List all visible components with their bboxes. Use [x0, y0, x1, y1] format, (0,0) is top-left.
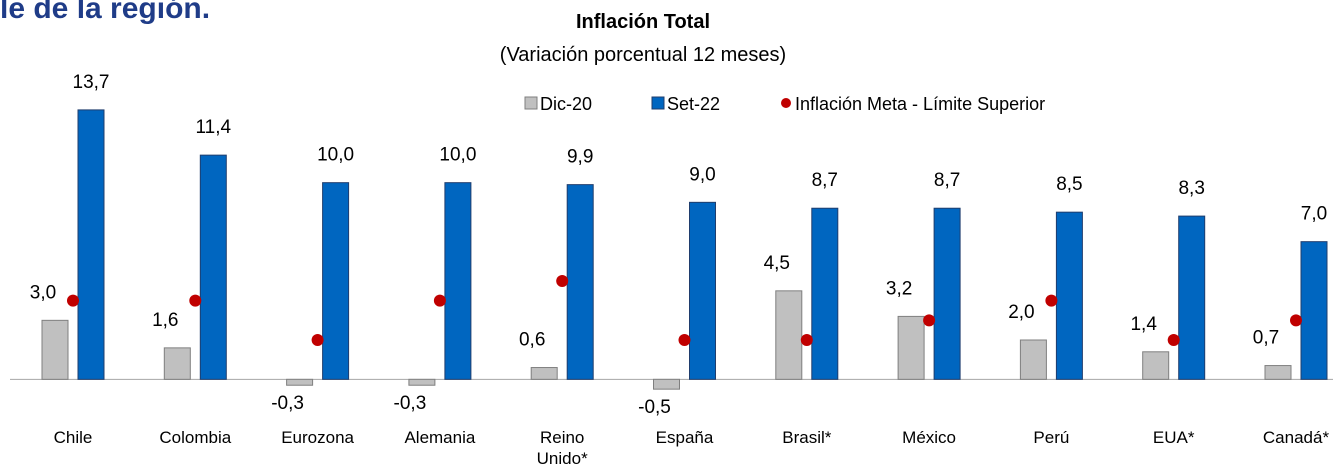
data-label: 10,0 — [317, 145, 354, 166]
data-label: 0,6 — [519, 330, 545, 351]
x-tick-label: Alemania — [404, 428, 476, 447]
target-dot — [923, 314, 936, 327]
x-tick-label: Chile — [53, 428, 93, 447]
data-label: -0,3 — [271, 393, 304, 414]
x-tick-label: Canadá* — [1262, 428, 1330, 447]
legend-label: Dic-20 — [540, 94, 592, 114]
x-tick-label: EUA* — [1152, 428, 1195, 447]
bar — [811, 207, 839, 380]
data-label: 2,0 — [1008, 302, 1034, 323]
target-dot — [1167, 334, 1180, 346]
bar — [1178, 215, 1206, 380]
data-label: 11,4 — [196, 117, 232, 138]
bar — [566, 184, 594, 380]
x-tick-label: Eurozona — [281, 428, 354, 447]
legend-label: Set-22 — [667, 94, 720, 114]
bar — [897, 315, 925, 380]
bar — [1019, 339, 1047, 380]
heading: le de la región. — [0, 0, 210, 25]
x-tick-label: Perú — [1033, 428, 1070, 447]
data-label: 8,7 — [812, 170, 838, 191]
x-tick-label: Colombia — [159, 428, 232, 447]
target-dot — [1290, 314, 1302, 327]
data-label: 3,2 — [886, 278, 912, 299]
data-label: -0,3 — [394, 393, 427, 414]
bar — [1300, 241, 1328, 380]
x-tick-label: Reino Unido* — [536, 428, 588, 468]
target-dot — [311, 334, 324, 346]
bar — [1264, 365, 1292, 380]
data-label: 3,0 — [30, 282, 56, 303]
bar — [322, 182, 350, 380]
bar — [77, 109, 105, 380]
bar — [653, 378, 680, 390]
chart-title: Inflación Total — [576, 11, 710, 33]
legend-marker — [524, 96, 538, 110]
chart-subtitle: (Variación porcentual 12 meses) — [500, 44, 786, 66]
target-dot — [800, 334, 813, 346]
bar — [530, 367, 558, 380]
data-label: -0,5 — [638, 397, 671, 418]
data-label: 13,7 — [73, 72, 110, 93]
bar — [775, 290, 803, 380]
data-label: 8,7 — [934, 170, 960, 191]
bar — [408, 378, 436, 386]
data-label: 7,0 — [1301, 204, 1327, 225]
x-tick-label: Brasil* — [782, 428, 832, 447]
target-dot — [556, 275, 569, 287]
data-label: 10,0 — [439, 145, 476, 166]
bar — [933, 207, 961, 380]
target-dot — [1045, 294, 1058, 307]
bar — [286, 378, 314, 386]
x-tick-label: España — [655, 428, 714, 447]
target-dot — [67, 294, 79, 307]
bar — [199, 154, 227, 380]
data-label: 0,7 — [1253, 328, 1279, 349]
bar — [1055, 211, 1083, 380]
bar — [444, 182, 472, 380]
legend-marker — [781, 98, 791, 108]
x-tick-label: México — [902, 428, 957, 447]
data-label: 1,4 — [1130, 314, 1157, 335]
bar — [163, 347, 191, 380]
target-dot — [678, 334, 691, 346]
data-label: 8,3 — [1178, 178, 1204, 199]
legend-label: Inflación Meta - Límite Superior — [795, 94, 1045, 114]
data-label: 9,0 — [689, 164, 715, 185]
target-dot — [433, 294, 446, 307]
target-dot — [189, 294, 202, 307]
data-label: 9,9 — [567, 147, 593, 168]
data-label: 1,6 — [152, 310, 178, 331]
bar — [689, 201, 716, 380]
legend-marker — [651, 96, 665, 110]
bar — [1142, 351, 1170, 380]
data-label: 8,5 — [1056, 174, 1082, 195]
data-label: 4,5 — [764, 253, 790, 274]
bar — [41, 319, 69, 380]
